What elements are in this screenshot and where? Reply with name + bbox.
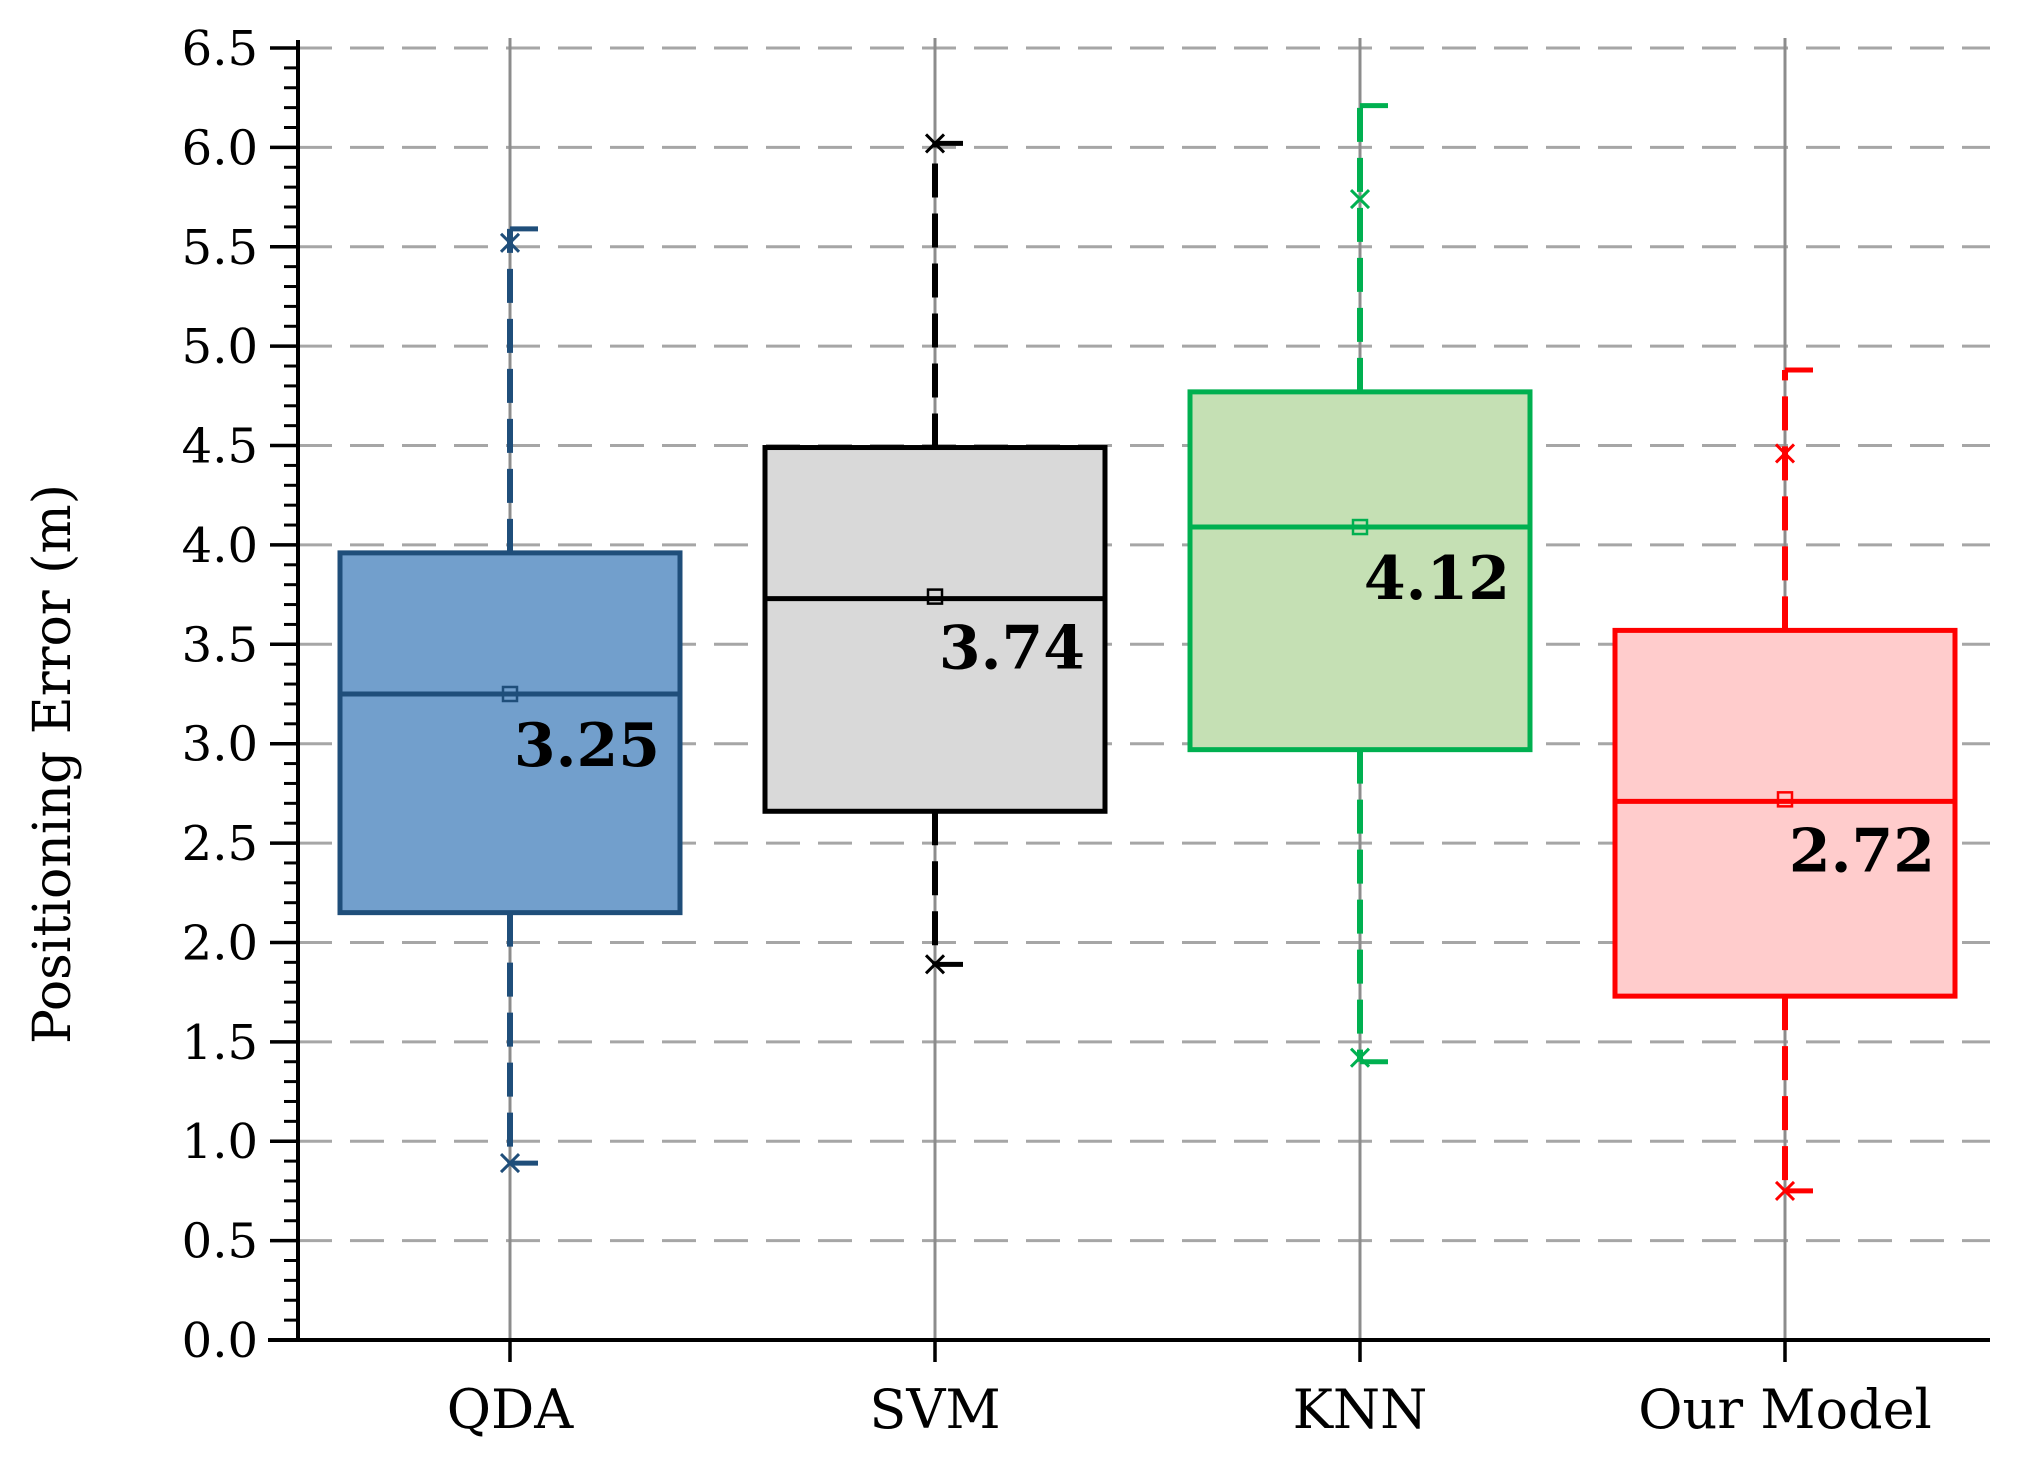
y-tick-label-8: 4.0 (182, 518, 258, 574)
labels: 3.25 3.74 4.12 2.72 0.0 0.5 1.0 1.5 2.0 2.5 3.0 3.5… (23, 21, 1935, 1441)
iqr-box (1187, 389, 1533, 753)
box-knn (1187, 103, 1533, 1068)
y-tick-label-12: 6.0 (182, 120, 258, 176)
y-tick-label-10: 5.0 (182, 319, 258, 375)
boxes (337, 103, 1958, 1201)
y-tick-label-9: 4.5 (182, 419, 258, 475)
iqr-box (337, 550, 683, 916)
box-svm (762, 133, 1108, 975)
y-tick-label-11: 5.5 (182, 220, 258, 276)
y-tick-label-0: 0.0 (182, 1313, 258, 1369)
outlier-high-marker (499, 232, 521, 253)
y-tick-label-3: 1.5 (182, 1015, 258, 1071)
iqr-box (1612, 627, 1958, 999)
outlier-low-marker (1349, 1047, 1371, 1068)
mean-value-label-0: 3.25 (514, 711, 660, 781)
y-tick-label-4: 2.0 (182, 915, 258, 971)
mean-marker (501, 685, 519, 703)
category-label-3: Our Model (1638, 1378, 1932, 1441)
box-our-model (1612, 367, 1958, 1201)
mean-marker (1776, 791, 1794, 808)
category-grid-lines (508, 38, 1787, 1340)
category-label-1: SVM (869, 1378, 1000, 1441)
outlier-low-marker (1774, 1180, 1796, 1201)
outlier-high-marker (1349, 189, 1371, 210)
y-tick-label-2: 1.0 (182, 1114, 258, 1170)
y-tick-label-7: 3.5 (182, 617, 258, 673)
mean-marker (1351, 518, 1369, 536)
y-tick-label-1: 0.5 (182, 1214, 258, 1270)
category-label-0: QDA (447, 1378, 575, 1441)
iqr-box (762, 445, 1108, 814)
outlier-high-marker (924, 133, 946, 154)
box-qda (337, 226, 683, 1174)
mean-value-label-1: 3.74 (939, 614, 1085, 684)
y-tick-label-13: 6.5 (182, 21, 258, 77)
y-axis-title: Positioning Error (m) (23, 484, 83, 1044)
outlier-high-marker (1774, 443, 1796, 464)
y-tick-label-6: 3.0 (182, 717, 258, 773)
axes (268, 40, 1990, 1362)
y-tick-label-5: 2.5 (182, 816, 258, 872)
mean-value-label-2: 4.12 (1364, 544, 1510, 614)
category-label-2: KNN (1293, 1378, 1428, 1441)
mean-marker (926, 588, 944, 605)
outlier-low-marker (499, 1153, 521, 1174)
mean-value-label-3: 2.72 (1789, 816, 1935, 886)
outlier-low-marker (924, 954, 946, 975)
